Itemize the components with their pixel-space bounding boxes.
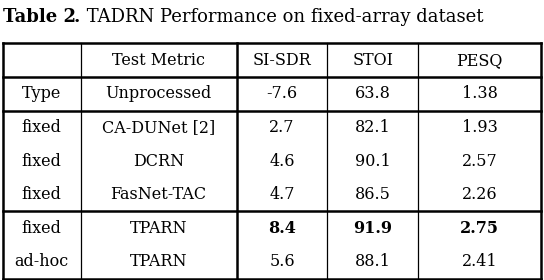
Text: 2.75: 2.75 — [460, 220, 499, 237]
Text: 2.41: 2.41 — [462, 253, 497, 270]
Text: -7.6: -7.6 — [267, 85, 298, 102]
Text: TADRN Performance on fixed-array dataset: TADRN Performance on fixed-array dataset — [81, 8, 484, 26]
Text: fixed: fixed — [22, 220, 61, 237]
Text: 8.4: 8.4 — [268, 220, 296, 237]
Text: 88.1: 88.1 — [355, 253, 391, 270]
Text: 2.57: 2.57 — [462, 153, 497, 169]
Text: 5.6: 5.6 — [269, 253, 295, 270]
Text: Unprocessed: Unprocessed — [106, 85, 212, 102]
Text: 2.7: 2.7 — [269, 119, 295, 136]
Text: PESQ: PESQ — [456, 52, 503, 69]
Text: fixed: fixed — [22, 119, 61, 136]
Text: 4.7: 4.7 — [269, 186, 295, 203]
Text: 63.8: 63.8 — [355, 85, 391, 102]
Text: SI-SDR: SI-SDR — [253, 52, 311, 69]
Text: Table 2: Table 2 — [3, 8, 76, 26]
Text: STOI: STOI — [352, 52, 393, 69]
Text: TPARN: TPARN — [130, 220, 187, 237]
Text: DCRN: DCRN — [133, 153, 184, 169]
Text: fixed: fixed — [22, 153, 61, 169]
Text: 90.1: 90.1 — [355, 153, 391, 169]
Text: Type: Type — [22, 85, 61, 102]
Bar — [3, 43, 541, 279]
Text: 4.6: 4.6 — [269, 153, 295, 169]
Text: ad-hoc: ad-hoc — [15, 253, 69, 270]
Text: FasNet-TAC: FasNet-TAC — [110, 186, 207, 203]
Text: 91.9: 91.9 — [353, 220, 392, 237]
Text: CA-DUNet [2]: CA-DUNet [2] — [102, 119, 215, 136]
Text: 86.5: 86.5 — [355, 186, 391, 203]
Text: 1.38: 1.38 — [462, 85, 497, 102]
Text: 82.1: 82.1 — [355, 119, 391, 136]
Text: Test Metric: Test Metric — [112, 52, 205, 69]
Text: TPARN: TPARN — [130, 253, 187, 270]
Text: fixed: fixed — [22, 186, 61, 203]
Text: .: . — [73, 8, 80, 26]
Text: 2.26: 2.26 — [462, 186, 497, 203]
Text: 1.93: 1.93 — [462, 119, 497, 136]
